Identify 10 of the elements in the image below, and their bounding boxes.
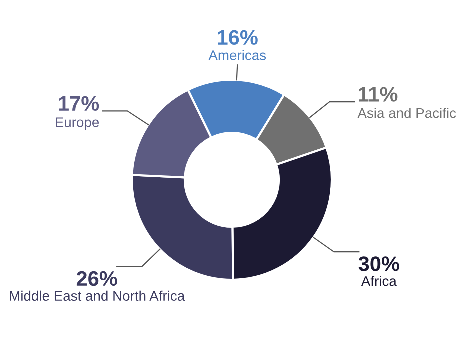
slice-label: Africa	[361, 276, 397, 286]
data-label: 17%	[59, 96, 100, 112]
data-label: 30%	[358, 256, 400, 272]
slice-label: Asia and Pacific	[358, 108, 456, 118]
data-label: 16%	[218, 30, 258, 46]
slice-label: Europe	[56, 118, 100, 130]
data-label: 11%	[359, 87, 398, 102]
slice-label: Americas	[208, 50, 266, 60]
data-label: 26%	[76, 271, 118, 286]
slice-label: Middle East and North Africa	[10, 290, 186, 302]
